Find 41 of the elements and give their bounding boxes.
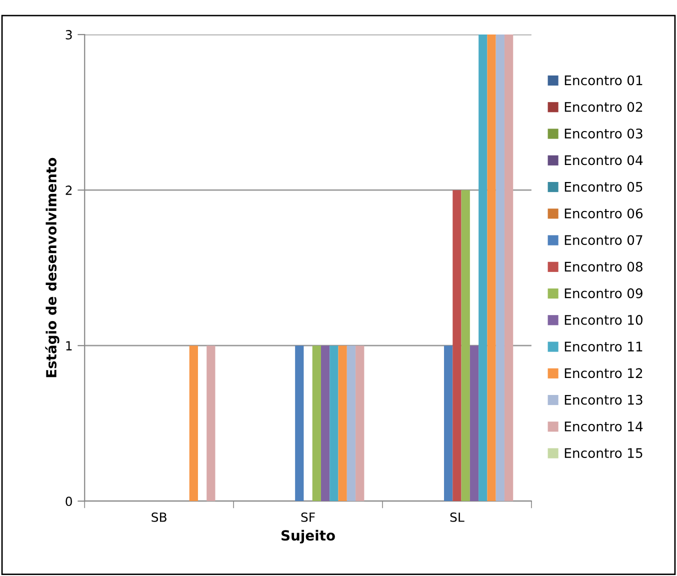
bar <box>478 34 488 502</box>
legend-label: Encontro 04 <box>564 155 643 166</box>
bar <box>496 34 504 502</box>
legend-label: Encontro 09 <box>564 288 642 298</box>
legend-label: Encontro 01 <box>564 75 642 86</box>
legend-label: Encontro 08 <box>564 262 642 272</box>
y-tick-label: 0 <box>66 496 72 506</box>
legend-label: Encontro 03 <box>564 128 642 139</box>
bar <box>470 346 479 502</box>
bar <box>461 190 470 502</box>
legend-label: Encontro 10 <box>564 314 642 325</box>
legend-label: Encontro 07 <box>564 235 642 246</box>
x-tick-label: SL <box>450 512 464 522</box>
bar <box>312 346 321 502</box>
y-tick-label: 1 <box>66 341 72 350</box>
bar <box>189 346 198 502</box>
bar <box>504 34 514 502</box>
bar <box>452 190 462 502</box>
bar <box>338 346 347 502</box>
legend-label: Encontro 06 <box>564 208 643 218</box>
legend-label: Encontro 12 <box>564 368 642 378</box>
x-tick-label: SF <box>301 512 315 522</box>
y-axis-title: Estágio de desenvolvimento <box>45 158 60 378</box>
bar <box>356 346 364 502</box>
y-tick-label: 3 <box>66 30 72 40</box>
bar <box>346 346 356 502</box>
legend-label: Encontro 14 <box>564 422 643 432</box>
legend-label: Encontro 05 <box>564 182 642 192</box>
x-axis-title: Sujeito <box>282 530 335 544</box>
bar <box>444 346 453 502</box>
bar <box>330 346 338 502</box>
legend-label: Encontro 11 <box>564 342 642 352</box>
legend-label: Encontro 13 <box>564 394 642 405</box>
bar <box>206 346 216 502</box>
bar <box>295 346 304 502</box>
legend-label: Encontro 15 <box>564 448 642 458</box>
bar <box>320 346 330 502</box>
x-tick-label: SB <box>152 512 166 522</box>
legend-label: Encontro 02 <box>564 102 642 112</box>
y-tick-label: 2 <box>66 186 72 195</box>
bar <box>487 34 496 502</box>
